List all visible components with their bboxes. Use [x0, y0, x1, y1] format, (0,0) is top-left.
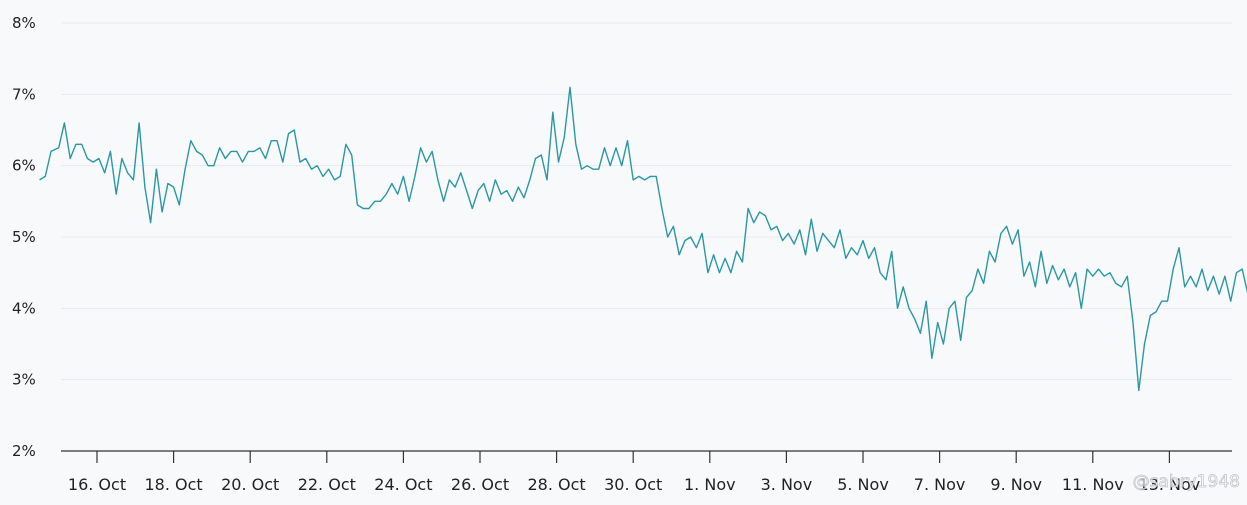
y-axis-labels: 2% 3% 4% 5% 6% 7% 8% [12, 14, 36, 460]
x-tick-label: 1. Nov [684, 475, 736, 494]
series-layer [39, 86, 1247, 392]
x-axis-ticks: 16. Oct 18. Oct 20. Oct 22. Oct 24. Oct 26. O… [68, 451, 1200, 494]
y-tick-label: 6% [12, 157, 36, 175]
x-tick-label: 20. Oct [221, 475, 279, 494]
x-tick-label: 18. Oct [144, 475, 202, 494]
x-tick-label: 22. Oct [298, 475, 356, 494]
x-tick-label: 13. Nov [1139, 475, 1201, 494]
x-tick-label: 26. Oct [451, 475, 509, 494]
y-tick-label: 4% [12, 299, 36, 317]
watermark-text: @sabry1948 [1133, 472, 1240, 492]
y-tick-label: 2% [12, 442, 36, 460]
x-tick-label: 3. Nov [761, 475, 813, 494]
x-tick-label: 11. Nov [1062, 475, 1124, 494]
x-tick-label: 28. Oct [527, 475, 585, 494]
x-tick-label: 7. Nov [914, 475, 966, 494]
y-tick-label: 3% [12, 371, 36, 389]
x-tick-label: 30. Oct [604, 475, 662, 494]
y-tick-label: 7% [12, 85, 36, 103]
y-tick-label: 5% [12, 228, 36, 246]
gridlines [61, 22, 1232, 381]
x-tick-label: 9. Nov [990, 475, 1042, 494]
x-tick-label: 24. Oct [374, 475, 432, 494]
x-tick-label: 5. Nov [837, 475, 889, 494]
series-line [39, 86, 1247, 392]
x-tick-label: 16. Oct [68, 475, 126, 494]
y-tick-label: 8% [12, 14, 36, 32]
